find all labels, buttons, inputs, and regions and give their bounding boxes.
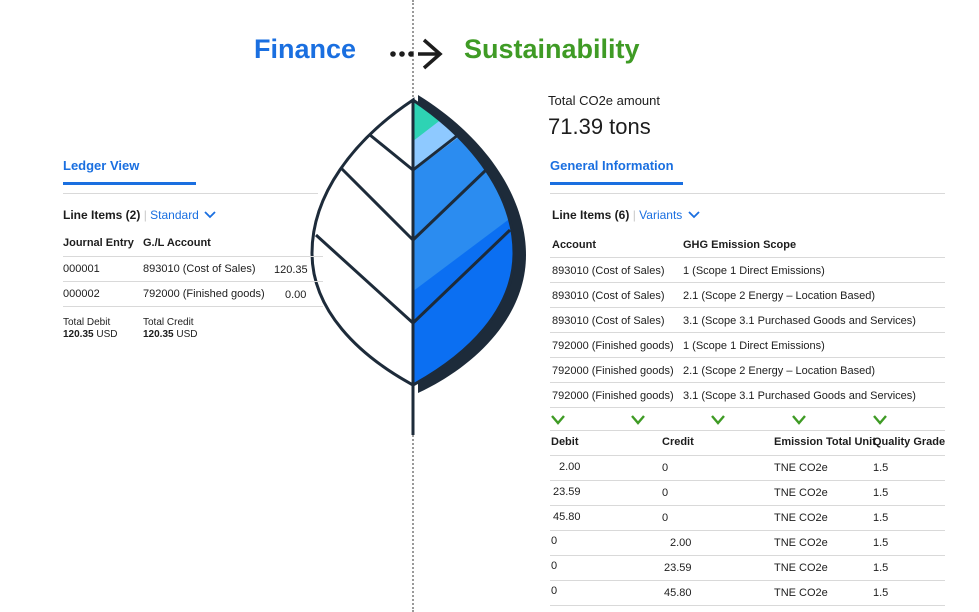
variant-selector[interactable]: Standard <box>150 208 199 222</box>
table-row-credit: 45.80 <box>664 587 692 599</box>
table-row-grade: 1.5 <box>873 462 889 474</box>
table-row-grade: 1.5 <box>873 562 889 574</box>
table-row-debit: 0 <box>551 535 558 547</box>
table-row-debit: 2.00 <box>559 461 581 473</box>
table-row-account: 893010 (Cost of Sales) <box>552 290 665 302</box>
table-row-scope: 1 (Scope 1 Direct Emissions) <box>683 340 825 352</box>
table-row-grade: 1.5 <box>873 512 889 524</box>
table-row-scope: 1 (Scope 1 Direct Emissions) <box>683 265 825 277</box>
divider <box>550 193 945 194</box>
table-row-unit: TNE CO2e <box>774 512 828 524</box>
chevron-down-icon <box>550 413 566 431</box>
total-co2e-label: Total CO2e amount <box>548 93 661 108</box>
table-row-credit: 0 <box>662 487 669 499</box>
column-header-account: Account <box>552 239 596 251</box>
tab-active-indicator <box>550 182 683 185</box>
table-row-account: 893010 (Cost of Sales) <box>143 263 256 275</box>
variant-selector[interactable]: Variants <box>639 208 683 222</box>
table-row-scope: 2.1 (Scope 2 Energy – Location Based) <box>683 290 876 302</box>
tab-ledger-view[interactable]: Ledger View <box>63 158 140 173</box>
table-row-account: 792000 (Finished goods) <box>552 340 674 352</box>
table-row-credit: 0 <box>662 512 669 524</box>
sustainability-heading: Sustainability <box>464 34 640 64</box>
table-row-scope: 3.1 (Scope 3.1 Purchased Goods and Servi… <box>683 315 916 327</box>
chevron-down-icon <box>710 413 726 431</box>
chevron-down-icon <box>630 413 646 431</box>
tab-general-information[interactable]: General Information <box>550 158 674 173</box>
chevron-down-icon <box>872 413 888 431</box>
divider <box>63 193 318 194</box>
chevron-down-icon <box>791 413 807 431</box>
table-row-grade: 1.5 <box>873 537 889 549</box>
table-row-debit: 23.59 <box>553 486 581 498</box>
table-row-debit: 0 <box>551 585 558 597</box>
table-row-amount: 0.00 <box>285 289 307 301</box>
column-header-quality-grade: Quality Grade <box>873 436 946 448</box>
table-row-scope: 3.1 (Scope 3.1 Purchased Goods and Servi… <box>683 390 916 402</box>
table-row-unit: TNE CO2e <box>774 462 828 474</box>
chevron-down-icon[interactable] <box>202 209 218 223</box>
table-row-entry: 000001 <box>63 263 100 275</box>
table-row-amount: 120.35 <box>274 264 308 276</box>
dotted-arrow-icon <box>388 36 444 77</box>
table-row-account: 792000 (Finished goods) <box>552 390 674 402</box>
column-header-gl-account: G./L Account <box>143 237 211 249</box>
table-row-credit: 23.59 <box>664 562 692 574</box>
column-header-credit: Credit <box>662 436 694 448</box>
column-header-ghg-scope: GHG Emission Scope <box>683 239 797 251</box>
line-items-count: Line Items (6) <box>552 208 630 222</box>
table-row-credit: 2.00 <box>670 537 692 549</box>
finance-heading: Finance <box>254 34 357 64</box>
table-row-account: 792000 (Finished goods) <box>552 365 674 377</box>
total-credit-label: Total Credit <box>143 317 194 328</box>
table-row-unit: TNE CO2e <box>774 587 828 599</box>
total-debit-label: Total Debit <box>63 317 111 328</box>
table-row-credit: 0 <box>662 462 669 474</box>
table-row-scope: 2.1 (Scope 2 Energy – Location Based) <box>683 365 876 377</box>
table-row-grade: 1.5 <box>873 587 889 599</box>
table-row-debit: 0 <box>551 560 558 572</box>
line-items-toolbar: Line Items (6) | Variants <box>552 208 702 223</box>
tab-active-indicator <box>63 182 196 185</box>
table-row-account: 792000 (Finished goods) <box>143 288 265 300</box>
table-row-account: 893010 (Cost of Sales) <box>552 315 665 327</box>
table-row-entry: 000002 <box>63 288 100 300</box>
leaf-illustration <box>308 95 533 445</box>
total-debit: 120.35 USD <box>63 329 118 340</box>
column-header-emission-unit: Emission Total Unit <box>774 436 876 448</box>
total-co2e-value: 71.39 tons <box>548 114 651 139</box>
table-row-unit: TNE CO2e <box>774 537 828 549</box>
table-row-debit: 45.80 <box>553 511 581 523</box>
line-items-count: Line Items (2) <box>63 208 141 222</box>
column-header-journal-entry: Journal Entry <box>63 237 134 249</box>
table-row-account: 893010 (Cost of Sales) <box>552 265 665 277</box>
table-row-unit: TNE CO2e <box>774 562 828 574</box>
total-credit: 120.35 USD <box>143 329 198 340</box>
column-header-debit: Debit <box>551 436 579 448</box>
table-row-grade: 1.5 <box>873 487 889 499</box>
line-items-toolbar: Line Items (2) | Standard <box>63 208 218 223</box>
chevron-down-icon[interactable] <box>686 209 702 223</box>
table-row-unit: TNE CO2e <box>774 487 828 499</box>
